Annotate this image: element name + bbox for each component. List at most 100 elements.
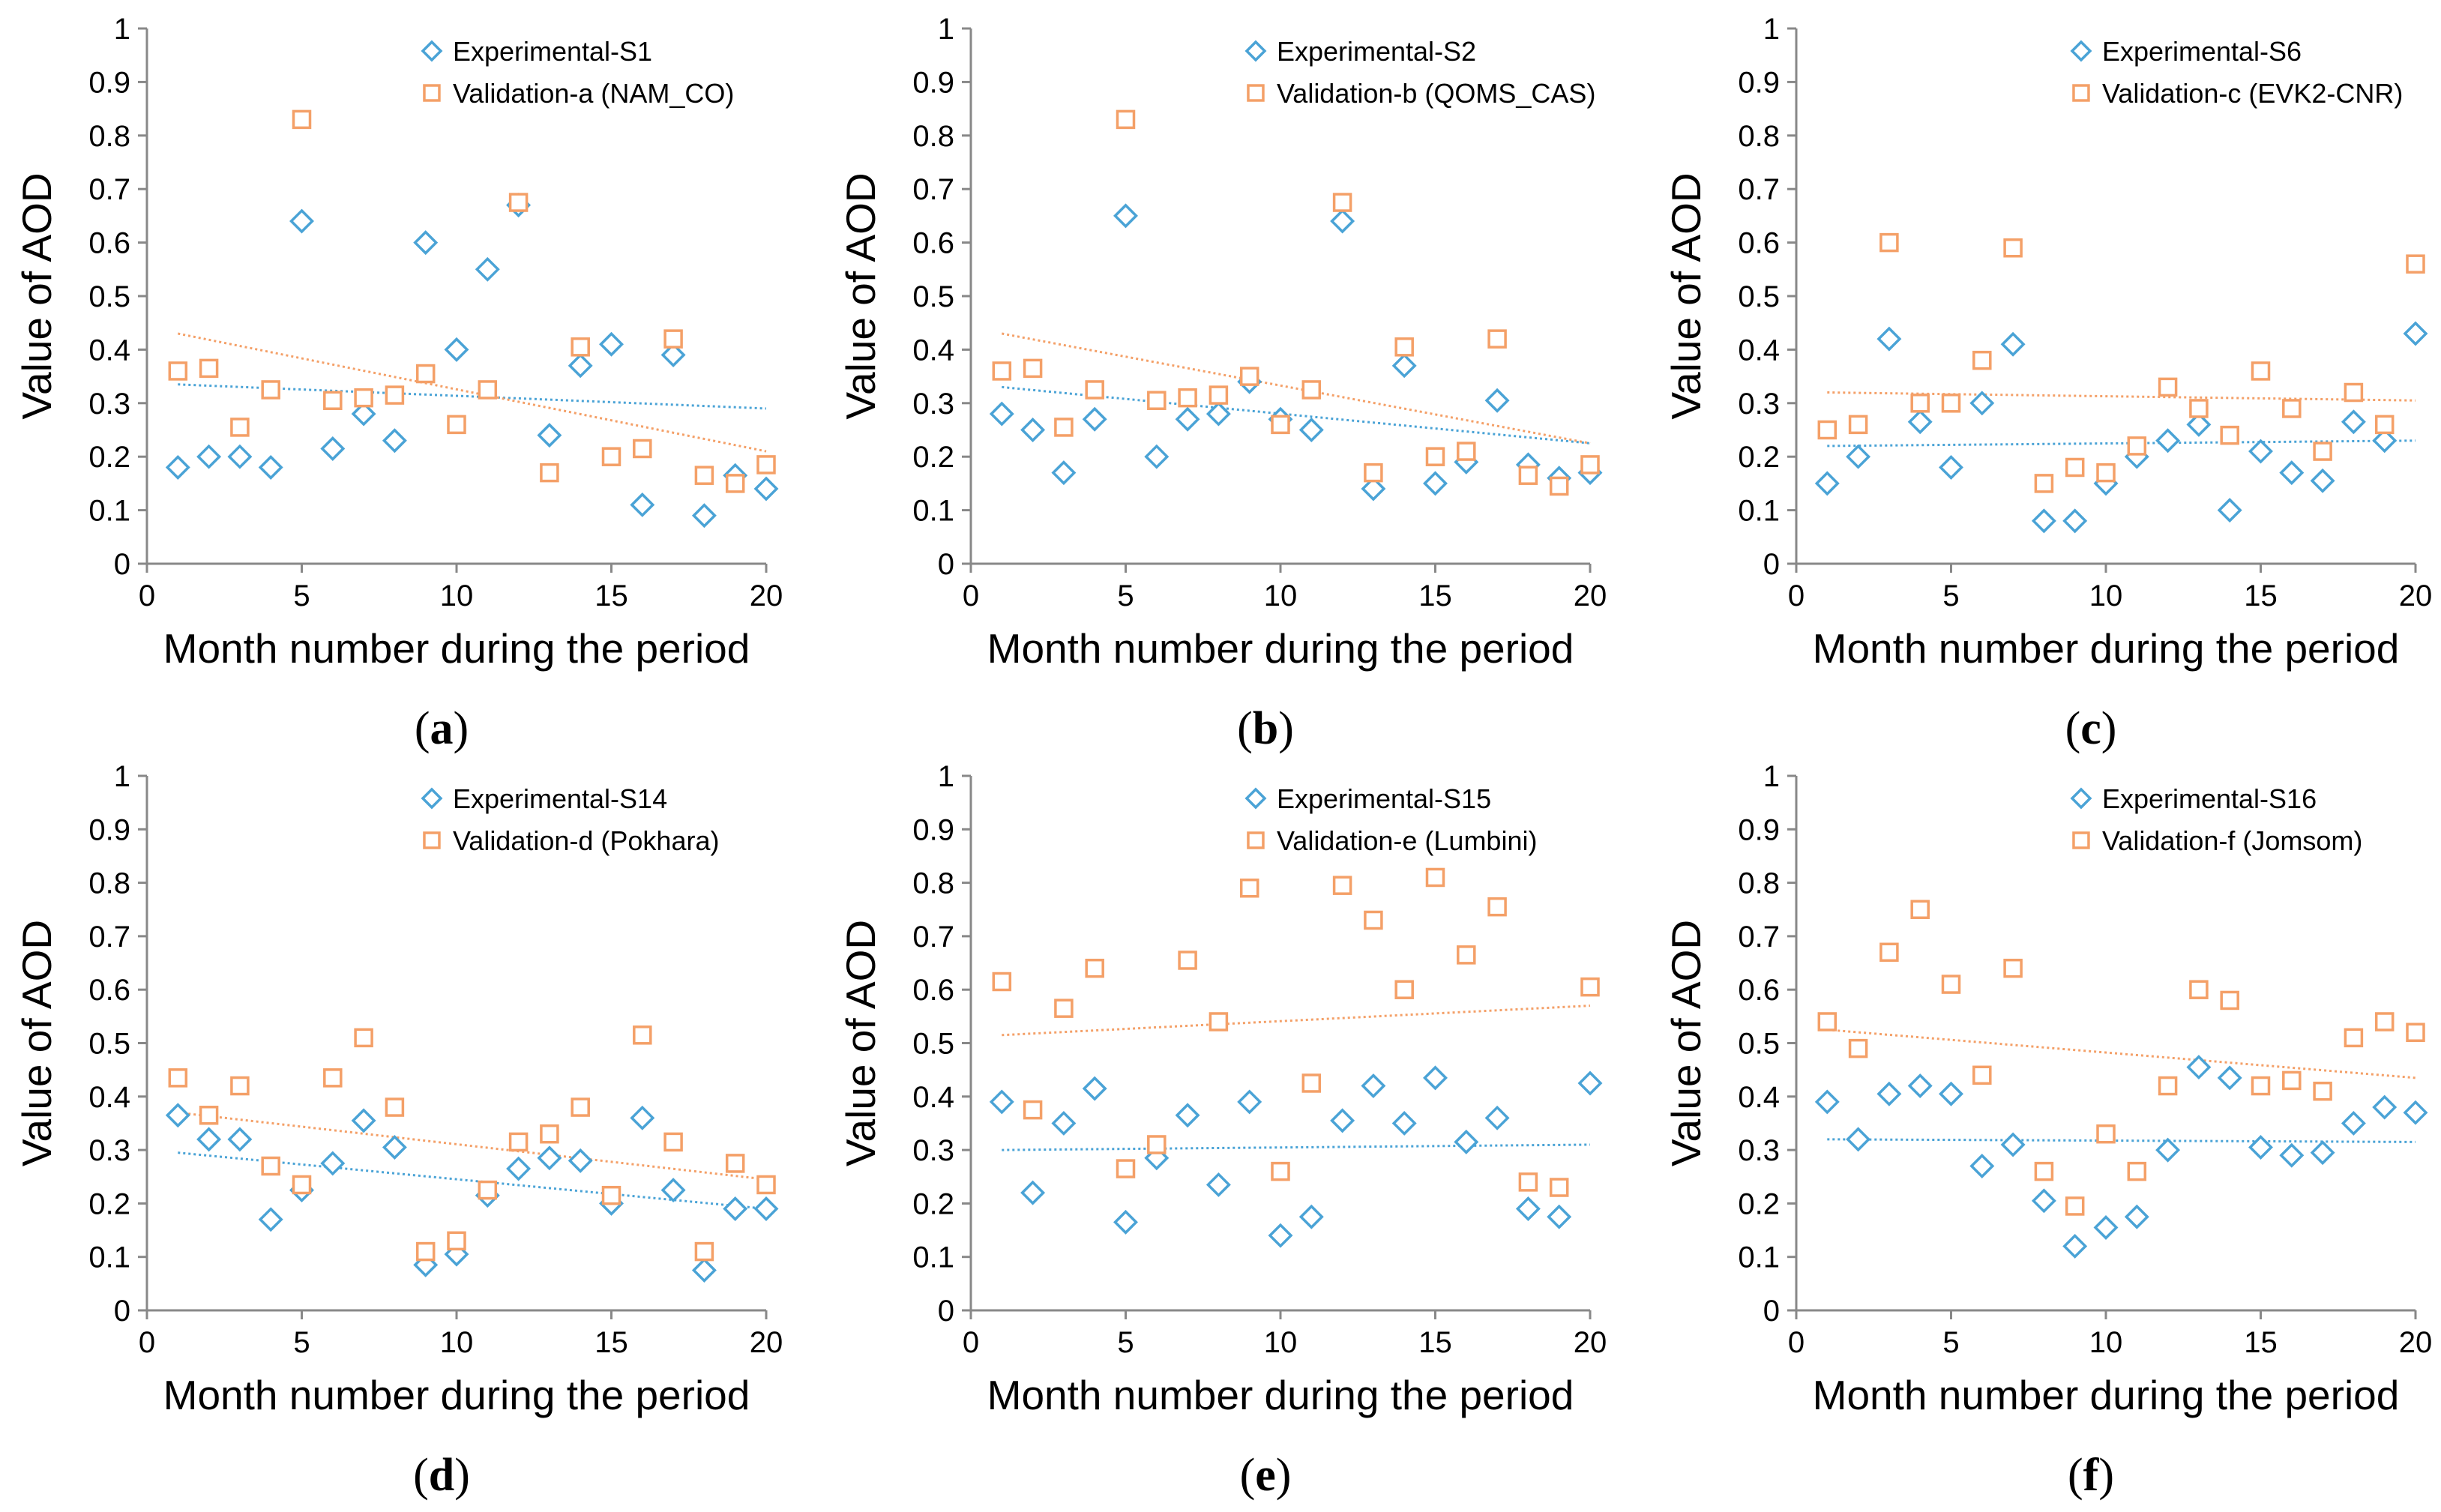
y-tick-label: 1: [1763, 760, 1780, 793]
x-axis-title: Month number during the period: [1813, 625, 2400, 672]
experimental-point: [1051, 1110, 1077, 1136]
validation-point: [1518, 466, 1538, 485]
experimental-point: [2217, 498, 2242, 523]
validation-point: [2251, 361, 2271, 381]
validation-point: [1425, 447, 1445, 466]
x-tick-label: 10: [2089, 1326, 2123, 1359]
y-tick-label: 0.9: [88, 66, 130, 99]
validation-point: [1549, 1178, 1569, 1197]
validation-point: [1364, 910, 1383, 930]
x-tick-label: 0: [1788, 1326, 1805, 1359]
experimental-point: [1082, 406, 1107, 432]
experimental-point: [568, 353, 593, 379]
experimental-point: [289, 208, 314, 234]
chart-panel-b: 00.10.20.30.40.50.60.70.80.910 5 10 15 20Mon…: [837, 13, 1607, 754]
validation-point: [2374, 415, 2395, 435]
validation-point: [663, 329, 683, 349]
validation-point: [1209, 385, 1229, 405]
experimental-point: [1330, 1108, 1355, 1133]
validation-point: [261, 1156, 280, 1176]
experimental-point: [2093, 1215, 2119, 1240]
validation-point: [1910, 900, 1930, 919]
validation-point: [2158, 377, 2178, 397]
experimental-point: [2062, 508, 2088, 534]
experimental-point: [537, 423, 562, 448]
validation-point: [385, 385, 405, 405]
y-tick-label: 0.2: [912, 1187, 954, 1220]
x-tick-label: 15: [1418, 579, 1452, 612]
y-tick-label: 0.6: [1738, 227, 1780, 260]
y-tick-label: 0.3: [912, 1134, 954, 1167]
validation-point: [1054, 418, 1074, 437]
experimental-point: [196, 1127, 222, 1152]
experimental-point: [1361, 1073, 1386, 1099]
y-axis-title: Value of AOD: [1663, 920, 1709, 1166]
x-tick-label: 20: [750, 579, 783, 612]
y-axis-title: Value of AOD: [13, 172, 60, 419]
legend-validation-marker: [423, 831, 441, 849]
legend-validation-marker: [423, 84, 441, 102]
experimental-point: [2248, 439, 2273, 464]
experimental-point: [1020, 418, 1046, 442]
validation-point: [168, 1068, 188, 1088]
x-tick-label: 0: [139, 579, 155, 612]
validation-point: [540, 463, 559, 483]
validation-point: [2003, 958, 2023, 978]
validation-point: [2096, 1124, 2116, 1144]
y-tick-label: 0.9: [88, 813, 130, 846]
x-tick-label: 0: [963, 579, 979, 612]
y-tick-label: 0.4: [88, 334, 130, 367]
panel-label: (c): [2065, 703, 2117, 754]
y-tick-label: 0.7: [1738, 173, 1780, 206]
validation-point: [1178, 951, 1197, 970]
validation-point: [2065, 457, 2085, 478]
experimental-point: [1939, 455, 1963, 480]
experimental-trendline: [178, 383, 767, 410]
experimental-point: [599, 331, 624, 357]
x-axis-title: Month number during the period: [987, 1372, 1574, 1418]
legend-experimental-label: Experimental-S15: [1277, 783, 1491, 814]
x-tick-label: 10: [1264, 579, 1298, 612]
legend-experimental-marker: [1244, 787, 1267, 810]
legend-validation-label: Validation-f (Jomsom): [2102, 825, 2362, 856]
validation-point: [601, 447, 621, 466]
x-tick-label: 5: [1117, 579, 1134, 612]
y-tick-label: 0: [938, 1295, 954, 1328]
validation-point: [2313, 1081, 2332, 1101]
y-axis-title: Value of AOD: [837, 920, 884, 1166]
validation-point: [1972, 350, 1992, 370]
validation-point: [571, 337, 590, 357]
x-tick-label: 5: [1942, 579, 1959, 612]
y-tick-label: 0.9: [912, 813, 954, 846]
validation-point: [478, 380, 498, 400]
validation-trendline: [178, 332, 767, 453]
experimental-point: [1484, 1105, 1510, 1130]
experimental-point: [1268, 1223, 1293, 1248]
experimental-point: [1391, 1110, 1417, 1136]
y-tick-label: 0.9: [1738, 66, 1780, 99]
validation-point: [1972, 1065, 1992, 1085]
validation-point: [756, 455, 776, 475]
chart-panel-f: 00.10.20.30.40.50.60.70.80.910 5 10 15 20Mon…: [1663, 760, 2432, 1501]
legend-validation-label: Validation-a (NAM_CO): [453, 78, 734, 109]
experimental-point: [1423, 1065, 1448, 1091]
y-tick-label: 1: [1763, 13, 1780, 46]
experimental-point: [2372, 428, 2398, 454]
y-tick-label: 0.3: [88, 388, 130, 421]
y-tick-label: 0.3: [1738, 388, 1780, 421]
experimental-point: [2310, 1140, 2335, 1166]
validation-point: [1487, 897, 1507, 917]
y-tick-label: 0.2: [88, 1187, 130, 1220]
legend-experimental-marker: [1244, 40, 1267, 62]
y-tick-label: 0.1: [912, 1241, 954, 1274]
y-tick-label: 0.4: [1738, 1081, 1780, 1114]
legend-experimental-label: Experimental-S2: [1277, 36, 1476, 67]
validation-point: [992, 361, 1012, 381]
y-tick-label: 0.4: [912, 334, 954, 367]
experimental-point: [2124, 1204, 2149, 1229]
experimental-point: [1051, 460, 1077, 486]
validation-point: [2034, 474, 2054, 493]
legend-experimental-label: Experimental-S16: [2102, 783, 2317, 814]
validation-point: [2189, 980, 2209, 999]
legend-experimental-marker: [2070, 787, 2092, 810]
